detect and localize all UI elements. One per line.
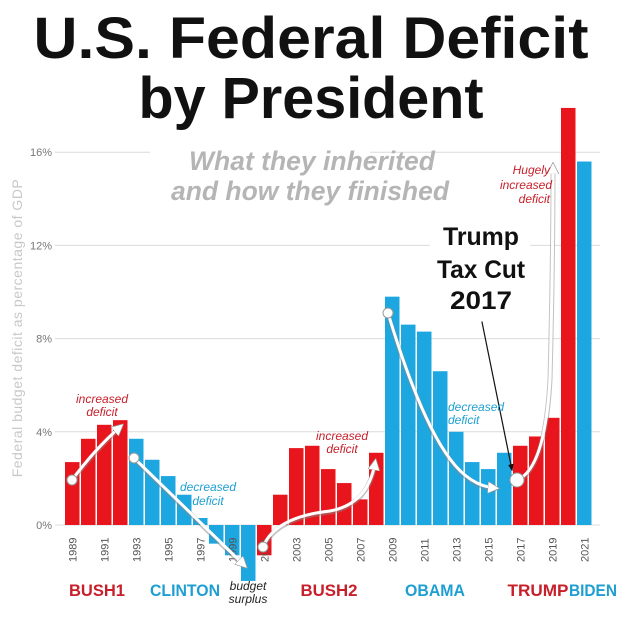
trump-annotation-3: deficit: [519, 192, 551, 206]
president-label-bush2: BUSH2: [301, 581, 358, 600]
y-axis-label: Federal budget deficit as percentage of …: [9, 179, 25, 478]
x-tick-label: 2021: [579, 538, 591, 562]
bar-2010: [401, 324, 416, 525]
bar-2004: [305, 445, 320, 525]
president-labels: BUSH1 CLINTON BUSH2 OBAMA TRUMP BIDEN: [69, 581, 617, 600]
x-tick-label: 1995: [163, 538, 175, 562]
x-tick-label: 1991: [99, 538, 111, 562]
trend-arrows: [66, 167, 553, 566]
tax-cut-label-3: 2017: [450, 287, 512, 315]
x-tick-label: 2015: [483, 538, 495, 562]
bar-1993: [129, 438, 144, 525]
x-tick-label: 2005: [323, 538, 335, 562]
annotations: increased deficit decreased deficit budg…: [76, 163, 552, 606]
bar-2015: [481, 469, 496, 525]
x-tick-label: 2019: [547, 538, 559, 562]
y-tick-label: 8%: [36, 334, 52, 346]
bar-2018: [529, 436, 544, 525]
bush2-annotation-2: deficit: [326, 442, 358, 456]
x-tick-label: 1989: [67, 538, 79, 562]
trump-annotation-1: Hugely: [513, 163, 551, 177]
bar-1998: [209, 525, 224, 544]
tax-cut-label-1: Trump: [443, 223, 519, 251]
bar-2013: [449, 431, 464, 525]
president-label-trump: TRUMP: [508, 581, 569, 600]
bush1-annotation-1: increased: [76, 392, 128, 406]
trump-annotation-2: increased: [500, 178, 552, 192]
x-tick-label: 2011: [419, 538, 431, 562]
surplus-annotation-2: surplus: [229, 592, 268, 606]
bar-2020: [561, 107, 576, 526]
obama-annotation-1: decreased: [448, 400, 504, 414]
tax-cut-label-2: Tax Cut: [437, 256, 526, 284]
bar-2014: [465, 462, 480, 525]
x-tick-label: 1993: [131, 538, 143, 562]
surplus-annotation-1: budget: [230, 579, 267, 593]
president-label-obama: OBAMA: [405, 581, 465, 600]
obama-arrow: [382, 307, 495, 489]
clinton-arrow: [128, 452, 244, 566]
bush2-arrow: [257, 463, 375, 553]
bar-2007: [353, 499, 368, 525]
x-tick-label: 2017: [515, 538, 527, 562]
bar-2003: [289, 448, 304, 525]
subtitle-line-2: and how they finished: [171, 176, 449, 206]
bar-2021: [577, 161, 592, 525]
y-axis: 0% 4% 8% 12% 16%: [30, 147, 52, 532]
x-tick-label: 2003: [291, 538, 303, 562]
x-axis: 1989199119931995199719992001200320052007…: [67, 538, 591, 562]
y-tick-label: 0%: [36, 520, 52, 532]
tax-cut-backdrop: [430, 215, 530, 310]
subtitle-line-1: What they inherited: [189, 146, 435, 176]
bar-2000: [241, 525, 256, 581]
bar-2005: [321, 469, 336, 525]
bar-1992: [113, 420, 128, 525]
chart-title-line-2: by President: [139, 66, 484, 131]
bar-2011: [417, 331, 432, 525]
chart-title-line-1: U.S. Federal Deficit: [34, 6, 589, 71]
clinton-annotation-2: deficit: [192, 494, 224, 508]
bush1-annotation-2: deficit: [86, 405, 118, 419]
president-label-biden: BIDEN: [569, 581, 617, 600]
x-tick-label: 2007: [355, 538, 367, 562]
x-tick-label: 1997: [195, 538, 207, 562]
y-tick-label: 12%: [30, 240, 52, 252]
president-label-bush1: BUSH1: [69, 581, 125, 600]
bush1-arrow: [66, 427, 120, 486]
clinton-annotation-1: decreased: [180, 480, 236, 494]
y-tick-label: 16%: [30, 147, 52, 159]
subtitle-backdrop: [150, 140, 370, 205]
obama-annotation-2: deficit: [448, 413, 480, 427]
bar-2009: [385, 296, 400, 525]
tax-cut-pointer: [481, 321, 514, 472]
bar-2002: [273, 494, 288, 525]
x-tick-label: 2013: [451, 538, 463, 562]
y-tick-label: 4%: [36, 427, 52, 439]
bar-2006: [337, 483, 352, 525]
trump-arrow: [509, 167, 553, 488]
bar-2016: [497, 452, 512, 525]
x-tick-label: 2009: [387, 538, 399, 562]
bar-2019: [545, 417, 560, 525]
president-label-clinton: CLINTON: [150, 581, 220, 600]
bush2-annotation-1: increased: [316, 429, 368, 443]
bar-1990: [81, 438, 96, 525]
